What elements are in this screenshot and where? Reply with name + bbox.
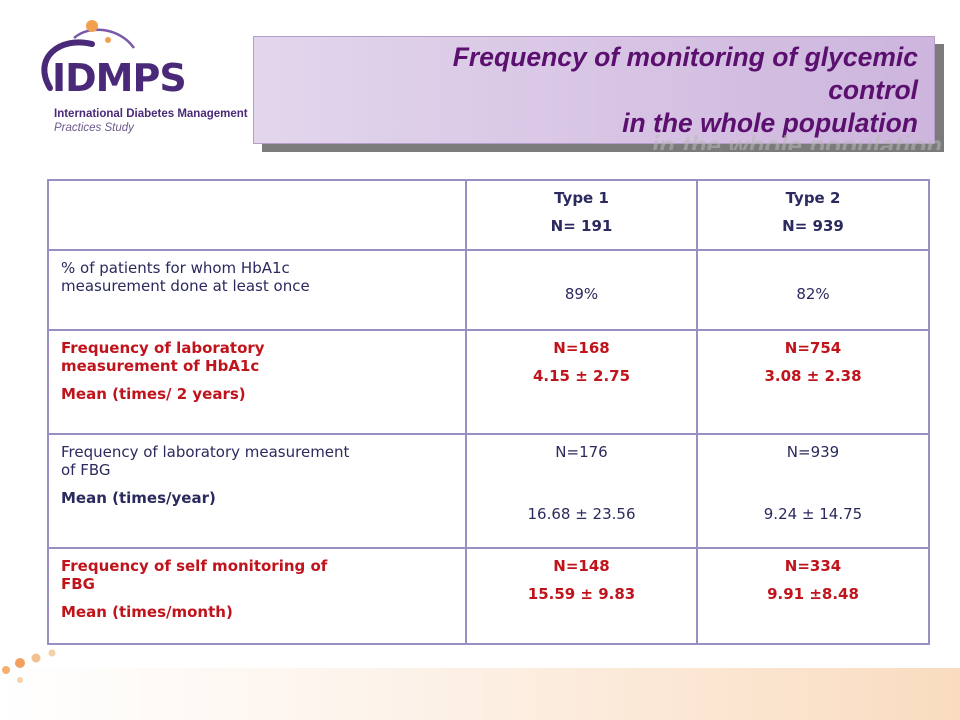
logo-abbrev: IDMPS	[52, 56, 187, 100]
type1-value: 16.68 ± 23.56	[527, 505, 636, 523]
type2-cell: N=939 9.24 ± 14.75	[696, 433, 930, 549]
table-row: Frequency of laboratory measurement of H…	[47, 329, 930, 435]
header-type2-label: Type 2	[785, 189, 841, 207]
logo-swoosh-icon	[41, 20, 136, 91]
row-label-line: Frequency of laboratory	[61, 339, 265, 357]
type1-value: 15.59 ± 9.83	[527, 585, 636, 603]
row-label: Frequency of laboratory measurement of H…	[47, 329, 467, 435]
header-type1-n: N= 191	[550, 217, 613, 235]
idmps-logo: IDMPS International Diabetes Management …	[30, 18, 248, 134]
title-box: Frequency of monitoring of glycemic cont…	[253, 36, 935, 144]
type2-n: N=754	[784, 339, 842, 357]
header-type1-label: Type 1	[554, 189, 609, 207]
table-row: Frequency of laboratory measurement of F…	[47, 433, 930, 549]
table-row: % of patients for whom HbA1c measurement…	[47, 249, 930, 331]
header-type2: Type 2 N= 939	[696, 179, 930, 251]
row-label-line: measurement of HbA1c	[61, 357, 260, 375]
bottom-gradient-band	[0, 668, 960, 720]
type2-value: 9.91 ±8.48	[767, 585, 859, 603]
type1-n: N=148	[553, 557, 610, 575]
title-line-1: Frequency of monitoring of glycemic	[452, 42, 918, 72]
decor-dot	[31, 653, 41, 663]
table-header-row: Type 1 N= 191 Type 2 N= 939	[47, 179, 930, 251]
row-label-mean: Mean (times/year)	[61, 489, 216, 507]
decor-dot	[15, 658, 25, 668]
decor-dot	[2, 666, 10, 674]
header-type2-n: N= 939	[782, 217, 844, 235]
row-label-line: Frequency of self monitoring of	[61, 557, 328, 575]
type1-n: N=168	[553, 339, 610, 357]
title-reflection: in the whole population	[651, 130, 942, 150]
type2-value: 82%	[796, 285, 830, 303]
type1-cell: 89%	[465, 249, 698, 331]
type1-n: N=176	[555, 443, 608, 461]
row-label-line: measurement done at least once	[61, 277, 310, 295]
row-label: Frequency of self monitoring of FBG Mean…	[47, 547, 467, 645]
row-label-line: % of patients for whom HbA1c	[61, 259, 290, 277]
type1-cell: N=168 4.15 ± 2.75	[465, 329, 698, 435]
header-type1: Type 1 N= 191	[465, 179, 698, 251]
type1-cell: N=148 15.59 ± 9.83	[465, 547, 698, 645]
type2-cell: 82%	[696, 249, 930, 331]
row-label: % of patients for whom HbA1c measurement…	[47, 249, 467, 331]
row-label-mean: Mean (times/month)	[61, 603, 233, 621]
type1-cell: N=176 16.68 ± 23.56	[465, 433, 698, 549]
type2-n: N=939	[786, 443, 840, 461]
decor-dot	[17, 677, 23, 683]
decor-dot	[48, 649, 56, 657]
type2-cell: N=754 3.08 ± 2.38	[696, 329, 930, 435]
row-label: Frequency of laboratory measurement of F…	[47, 433, 467, 549]
type2-cell: N=334 9.91 ±8.48	[696, 547, 930, 645]
row-label-line: FBG	[61, 575, 95, 593]
type2-value: 9.24 ± 14.75	[763, 505, 863, 523]
decorative-dots	[2, 649, 56, 683]
type2-n: N=334	[784, 557, 842, 575]
title-line-3: in the whole population	[622, 108, 918, 138]
monitoring-table: Type 1 N= 191 Type 2 N= 939 % of patient…	[47, 179, 930, 645]
row-label-line: Frequency of laboratory measurement	[61, 443, 350, 461]
row-label-mean: Mean (times/ 2 years)	[61, 385, 246, 403]
logo-line-2: Practices Study	[54, 122, 134, 134]
logo-line-1: International Diabetes Management	[54, 108, 248, 120]
page-title: Frequency of monitoring of glycemic cont…	[278, 41, 918, 140]
row-label-line: of FBG	[61, 461, 111, 479]
table-corner-cell	[47, 179, 467, 251]
title-line-2: control	[828, 75, 918, 105]
type1-value: 4.15 ± 2.75	[532, 367, 631, 385]
table-row: Frequency of self monitoring of FBG Mean…	[47, 547, 930, 645]
type1-value: 89%	[564, 285, 599, 303]
type2-value: 3.08 ± 2.38	[764, 367, 862, 385]
